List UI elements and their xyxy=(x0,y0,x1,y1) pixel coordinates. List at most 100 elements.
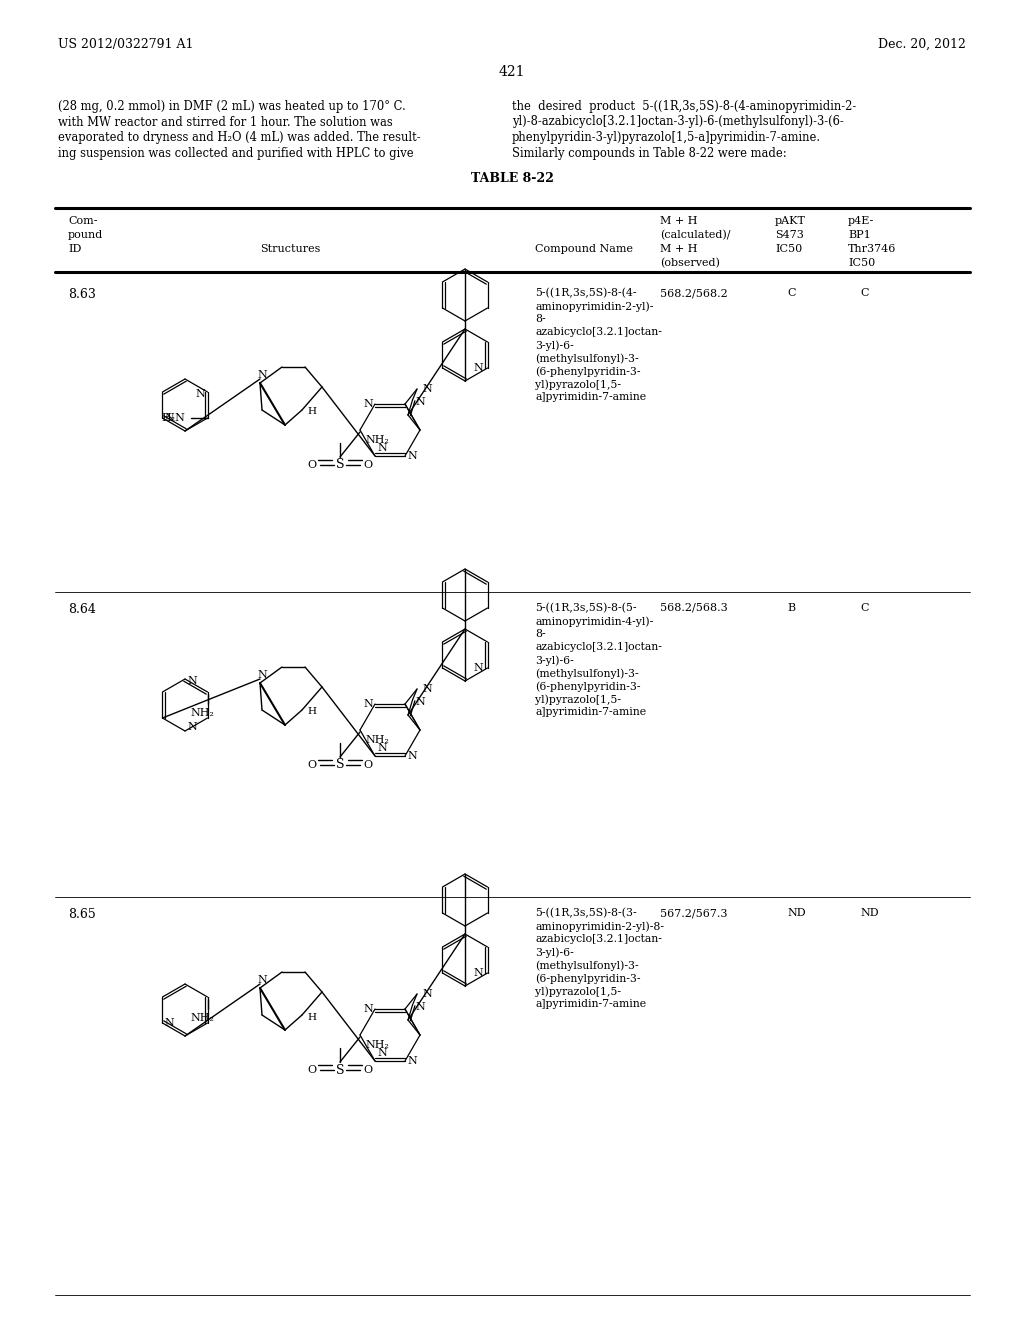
Text: (observed): (observed) xyxy=(660,257,720,268)
Text: with MW reactor and stirred for 1 hour. The solution was: with MW reactor and stirred for 1 hour. … xyxy=(58,116,393,128)
Text: N: N xyxy=(364,399,373,409)
Text: aminopyrimidin-4-yl)-: aminopyrimidin-4-yl)- xyxy=(535,616,653,627)
Text: aminopyrimidin-2-yl)-: aminopyrimidin-2-yl)- xyxy=(535,301,653,312)
Text: S: S xyxy=(336,759,344,771)
Text: pound: pound xyxy=(68,230,103,240)
Text: O: O xyxy=(307,760,316,770)
Text: yl)pyrazolo[1,5-: yl)pyrazolo[1,5- xyxy=(535,986,621,997)
Text: C: C xyxy=(860,288,868,298)
Text: O: O xyxy=(307,1065,316,1074)
Text: Dec. 20, 2012: Dec. 20, 2012 xyxy=(879,38,966,51)
Text: S: S xyxy=(336,458,344,471)
Text: N: N xyxy=(377,444,387,453)
Text: H: H xyxy=(307,408,316,417)
Text: N: N xyxy=(364,700,373,709)
Text: N: N xyxy=(364,1005,373,1014)
Text: N: N xyxy=(407,451,417,461)
Text: N: N xyxy=(257,671,267,680)
Text: NH₂: NH₂ xyxy=(190,708,214,718)
Text: Compound Name: Compound Name xyxy=(535,244,633,253)
Text: 8.63: 8.63 xyxy=(68,288,96,301)
Text: N: N xyxy=(422,684,432,694)
Text: C: C xyxy=(787,288,796,298)
Text: 3-yl)-6-: 3-yl)-6- xyxy=(535,341,573,351)
Text: NH₂: NH₂ xyxy=(365,1040,389,1049)
Text: 8.64: 8.64 xyxy=(68,603,96,616)
Text: S473: S473 xyxy=(775,230,804,240)
Text: (28 mg, 0.2 mmol) in DMF (2 mL) was heated up to 170° C.: (28 mg, 0.2 mmol) in DMF (2 mL) was heat… xyxy=(58,100,406,114)
Text: H: H xyxy=(307,1012,316,1022)
Text: a]pyrimidin-7-amine: a]pyrimidin-7-amine xyxy=(535,999,646,1008)
Text: 3-yl)-6-: 3-yl)-6- xyxy=(535,946,573,957)
Text: (6-phenylpyridin-3-: (6-phenylpyridin-3- xyxy=(535,681,640,692)
Text: N: N xyxy=(422,989,432,999)
Text: (methylsulfonyl)-3-: (methylsulfonyl)-3- xyxy=(535,960,639,970)
Text: B: B xyxy=(787,603,795,612)
Text: IC50: IC50 xyxy=(775,244,802,253)
Text: N: N xyxy=(165,413,174,422)
Text: NH₂: NH₂ xyxy=(365,735,389,744)
Text: 5-((1R,3s,5S)-8-(5-: 5-((1R,3s,5S)-8-(5- xyxy=(535,603,637,614)
Text: yl)-8-azabicyclo[3.2.1]octan-3-yl)-6-(methylsulfonyl)-3-(6-: yl)-8-azabicyclo[3.2.1]octan-3-yl)-6-(me… xyxy=(512,116,844,128)
Text: yl)pyrazolo[1,5-: yl)pyrazolo[1,5- xyxy=(535,379,621,389)
Text: (calculated)/: (calculated)/ xyxy=(660,230,730,240)
Text: 8.65: 8.65 xyxy=(68,908,96,921)
Text: N: N xyxy=(257,975,267,985)
Text: pAKT: pAKT xyxy=(775,216,806,226)
Text: N: N xyxy=(407,751,417,762)
Text: aminopyrimidin-2-yl)-8-: aminopyrimidin-2-yl)-8- xyxy=(535,921,664,932)
Text: (methylsulfonyl)-3-: (methylsulfonyl)-3- xyxy=(535,668,639,678)
Text: 8-: 8- xyxy=(535,630,546,639)
Text: ID: ID xyxy=(68,244,81,253)
Text: 567.2/567.3: 567.2/567.3 xyxy=(660,908,727,917)
Text: N: N xyxy=(377,743,387,752)
Text: azabicyclo[3.2.1]octan-: azabicyclo[3.2.1]octan- xyxy=(535,935,662,944)
Text: N: N xyxy=(165,1018,174,1028)
Text: azabicyclo[3.2.1]octan-: azabicyclo[3.2.1]octan- xyxy=(535,642,662,652)
Text: 5-((1R,3s,5S)-8-(4-: 5-((1R,3s,5S)-8-(4- xyxy=(535,288,637,298)
Text: (6-phenylpyridin-3-: (6-phenylpyridin-3- xyxy=(535,366,640,376)
Text: (methylsulfonyl)-3-: (methylsulfonyl)-3- xyxy=(535,352,639,363)
Text: M + H: M + H xyxy=(660,244,697,253)
Text: O: O xyxy=(364,760,373,770)
Text: 8-: 8- xyxy=(535,314,546,323)
Text: N: N xyxy=(474,663,483,673)
Text: azabicyclo[3.2.1]octan-: azabicyclo[3.2.1]octan- xyxy=(535,327,662,337)
Text: 421: 421 xyxy=(499,65,525,79)
Text: US 2012/0322791 A1: US 2012/0322791 A1 xyxy=(58,38,194,51)
Text: O: O xyxy=(307,459,316,470)
Text: ND: ND xyxy=(787,908,806,917)
Text: N: N xyxy=(187,722,197,733)
Text: N: N xyxy=(416,397,425,407)
Text: a]pyrimidin-7-amine: a]pyrimidin-7-amine xyxy=(535,708,646,717)
Text: O: O xyxy=(364,459,373,470)
Text: Similarly compounds in Table 8-22 were made:: Similarly compounds in Table 8-22 were m… xyxy=(512,147,786,160)
Text: the  desired  product  5-((1R,3s,5S)-8-(4-aminopyrimidin-2-: the desired product 5-((1R,3s,5S)-8-(4-a… xyxy=(512,100,856,114)
Text: 3-yl)-6-: 3-yl)-6- xyxy=(535,655,573,665)
Text: 568.2/568.3: 568.2/568.3 xyxy=(660,603,728,612)
Text: Structures: Structures xyxy=(260,244,321,253)
Text: ing suspension was collected and purified with HPLC to give: ing suspension was collected and purifie… xyxy=(58,147,414,160)
Text: Thr3746: Thr3746 xyxy=(848,244,896,253)
Text: N: N xyxy=(416,1002,425,1012)
Text: evaporated to dryness and H₂O (4 mL) was added. The result-: evaporated to dryness and H₂O (4 mL) was… xyxy=(58,131,421,144)
Text: H: H xyxy=(307,708,316,717)
Text: S: S xyxy=(336,1064,344,1077)
Text: M + H: M + H xyxy=(660,216,697,226)
Text: N: N xyxy=(196,389,206,399)
Text: N: N xyxy=(257,370,267,380)
Text: (6-phenylpyridin-3-: (6-phenylpyridin-3- xyxy=(535,973,640,983)
Text: Com-: Com- xyxy=(68,216,97,226)
Text: N: N xyxy=(187,676,197,686)
Text: N: N xyxy=(422,384,432,393)
Text: H₂N: H₂N xyxy=(162,413,185,422)
Text: C: C xyxy=(860,603,868,612)
Text: N: N xyxy=(474,363,483,374)
Text: NH₂: NH₂ xyxy=(190,1012,214,1023)
Text: p4E-: p4E- xyxy=(848,216,874,226)
Text: 5-((1R,3s,5S)-8-(3-: 5-((1R,3s,5S)-8-(3- xyxy=(535,908,637,919)
Text: O: O xyxy=(364,1065,373,1074)
Text: phenylpyridin-3-yl)pyrazolo[1,5-a]pyrimidin-7-amine.: phenylpyridin-3-yl)pyrazolo[1,5-a]pyrimi… xyxy=(512,131,821,144)
Text: a]pyrimidin-7-amine: a]pyrimidin-7-amine xyxy=(535,392,646,403)
Text: BP1: BP1 xyxy=(848,230,870,240)
